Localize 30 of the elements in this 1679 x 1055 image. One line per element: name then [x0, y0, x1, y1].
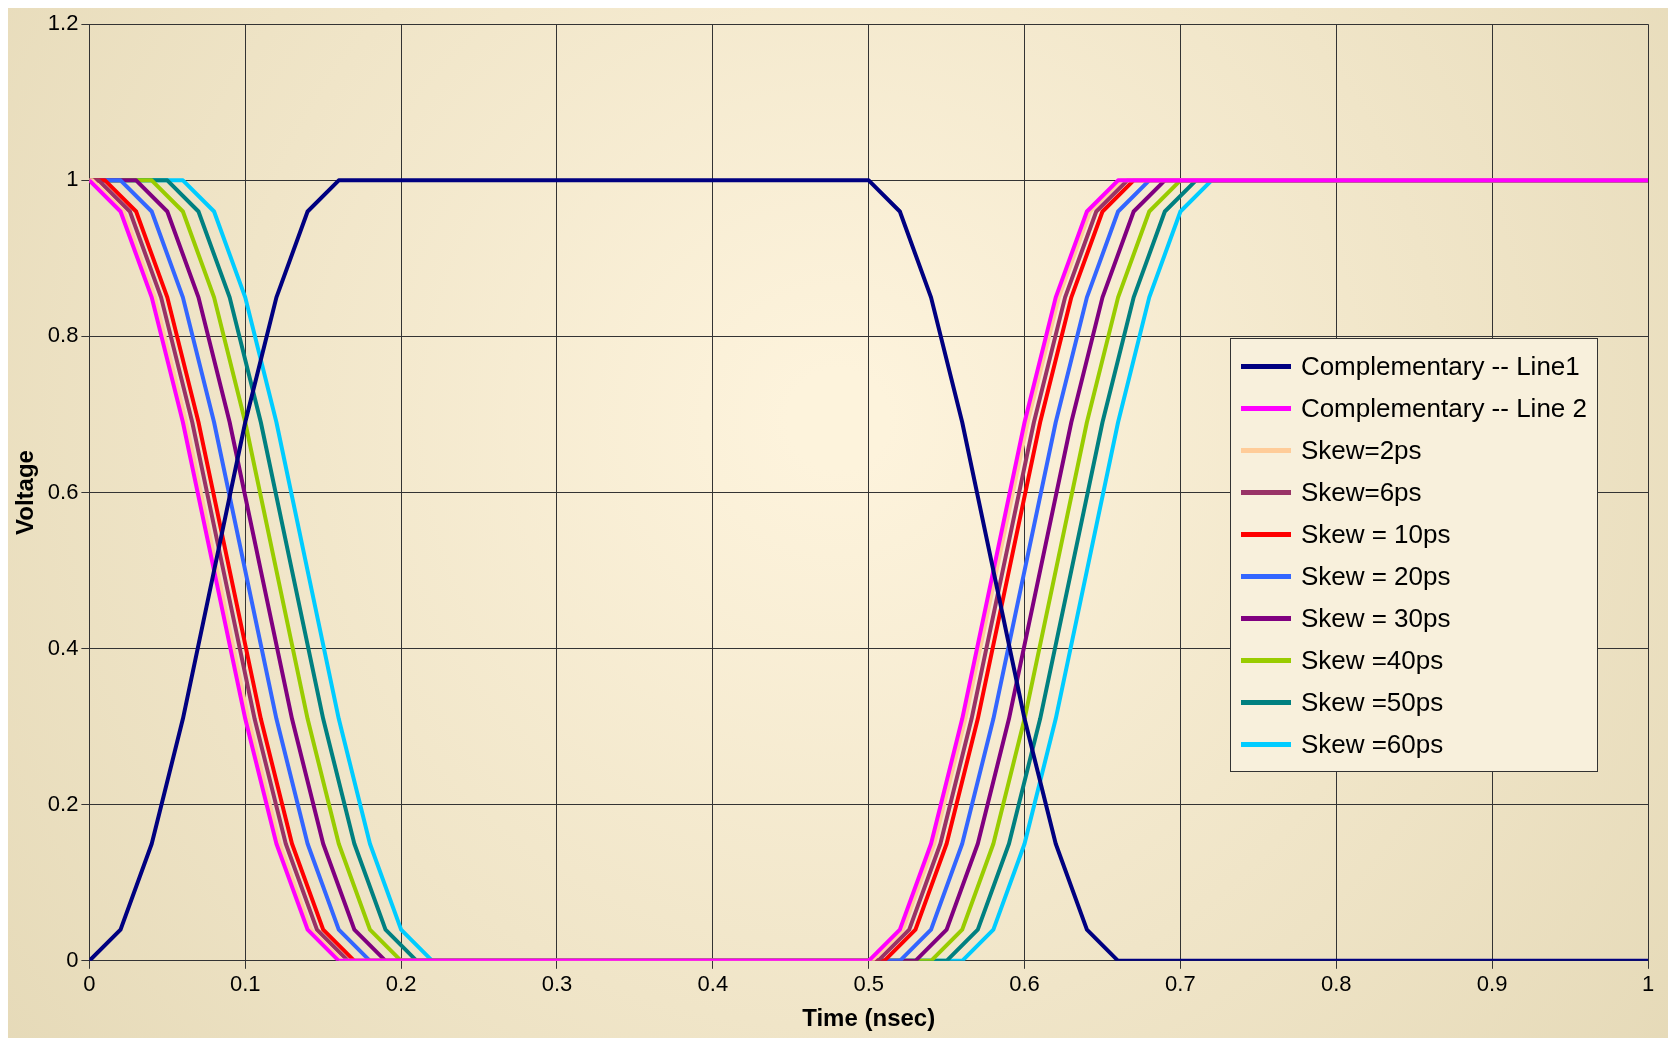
y-tick-label: 1	[66, 166, 79, 192]
x-axis-title: Time (nsec)	[802, 1004, 936, 1032]
legend-label: Skew = 10ps	[1300, 518, 1451, 550]
y-tick-label: 0.2	[47, 790, 79, 816]
x-tick-label: 0.6	[1009, 971, 1040, 997]
legend-label: Complementary -- Line1	[1300, 350, 1580, 382]
x-tick-label: 0.9	[1476, 971, 1508, 997]
y-tick-label: 0.6	[47, 478, 79, 504]
legend-label: Skew =60ps	[1300, 728, 1444, 760]
y-tick-label: 1.2	[47, 10, 79, 36]
x-tick-label: 0.3	[541, 971, 573, 997]
x-tick-label: 0.5	[853, 971, 884, 997]
y-tick-label: 0.8	[47, 322, 79, 348]
legend-label: Skew=6ps	[1300, 476, 1422, 508]
x-tick-label: 0.4	[697, 971, 729, 997]
legend-label: Skew =40ps	[1300, 644, 1444, 676]
x-tick-label: 0.1	[229, 971, 261, 997]
legend-label: Skew = 30ps	[1300, 602, 1451, 634]
x-tick-label: 1	[1641, 971, 1655, 997]
legend-label: Skew =50ps	[1300, 686, 1444, 718]
legend-label: Skew = 20ps	[1300, 560, 1451, 592]
y-axis-title: Voltage	[11, 450, 39, 535]
x-tick-label: 0.8	[1320, 971, 1352, 997]
x-tick-label: 0.7	[1165, 971, 1196, 997]
y-tick-label: 0	[66, 946, 79, 972]
legend-label: Skew=2ps	[1300, 434, 1422, 466]
x-tick-label: 0.2	[385, 971, 417, 997]
legend-label: Complementary -- Line 2	[1300, 392, 1587, 424]
y-tick-label: 0.4	[47, 634, 79, 660]
x-tick-label: 0	[83, 971, 96, 997]
